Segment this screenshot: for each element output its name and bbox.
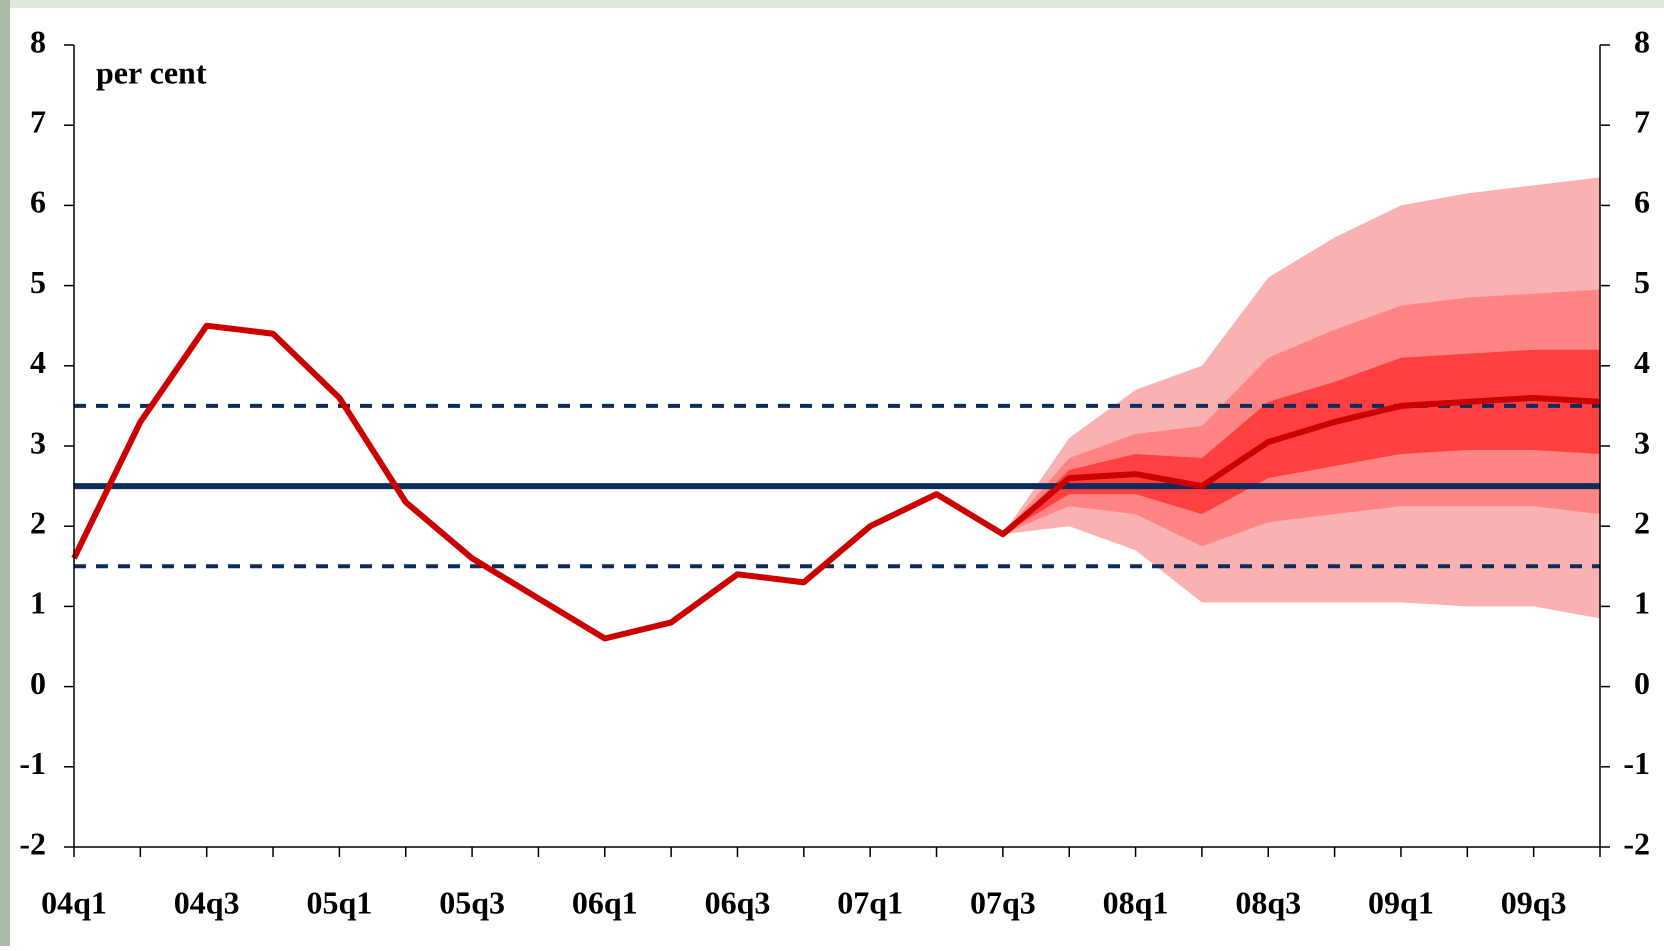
y-tick-label: -1 (19, 745, 46, 781)
x-tick-label: 06q1 (572, 884, 638, 920)
y-tick-label: 4 (30, 344, 46, 380)
x-tick-label: 04q3 (174, 884, 240, 920)
y-tick-label: 0 (30, 665, 46, 701)
y-tick-label: 5 (30, 264, 46, 300)
y-tick-label: 3 (30, 424, 46, 460)
y-tick-label: 1 (30, 585, 46, 621)
y-tick-label: 2 (30, 505, 46, 541)
y-tick-label: 7 (30, 104, 46, 140)
x-tick-label: 08q3 (1235, 884, 1301, 920)
y2-tick-label: 3 (1634, 424, 1650, 460)
y2-tick-label: -2 (1623, 825, 1650, 861)
y-tick-label: -2 (19, 825, 46, 861)
x-tick-label: 05q1 (306, 884, 372, 920)
x-tick-label: 09q1 (1368, 884, 1434, 920)
y2-tick-label: 1 (1634, 585, 1650, 621)
y-tick-label: 8 (30, 23, 46, 59)
x-tick-label: 04q1 (41, 884, 107, 920)
y-tick-label: 6 (30, 184, 46, 220)
annotation: per cent (96, 54, 207, 90)
frame-left (0, 0, 10, 946)
y2-tick-label: -1 (1623, 745, 1650, 781)
series-line (71, 322, 1601, 642)
x-tick-label: 05q3 (439, 884, 505, 920)
x-tick-label: 06q3 (705, 884, 771, 920)
y2-tick-label: 8 (1634, 23, 1650, 59)
y2-tick-label: 7 (1634, 104, 1650, 140)
y2-tick-label: 6 (1634, 184, 1650, 220)
x-tick-label: 07q3 (970, 884, 1036, 920)
x-tick-label: 08q1 (1103, 884, 1169, 920)
x-tick-label: 07q1 (837, 884, 903, 920)
frame-top (0, 0, 1664, 8)
y2-tick-label: 4 (1634, 344, 1650, 380)
y2-tick-label: 2 (1634, 505, 1650, 541)
y2-tick-label: 0 (1634, 665, 1650, 701)
x-tick-label: 09q3 (1501, 884, 1567, 920)
y2-tick-label: 5 (1634, 264, 1650, 300)
